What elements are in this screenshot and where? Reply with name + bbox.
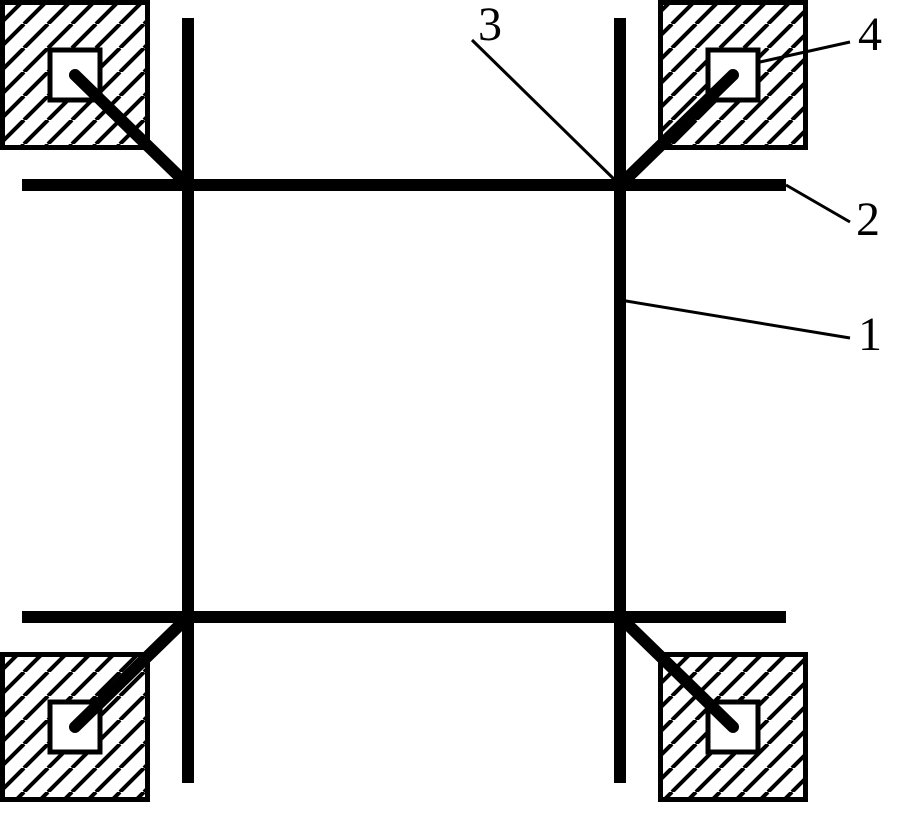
leader-to-3 — [472, 40, 620, 185]
label-1: 1 — [858, 308, 882, 361]
leader-to-2 — [786, 185, 850, 222]
label-3: 3 — [478, 0, 502, 51]
label-2: 2 — [856, 193, 880, 246]
leader-to-1 — [620, 300, 850, 338]
central-square — [188, 185, 620, 617]
label-4: 4 — [858, 8, 882, 61]
